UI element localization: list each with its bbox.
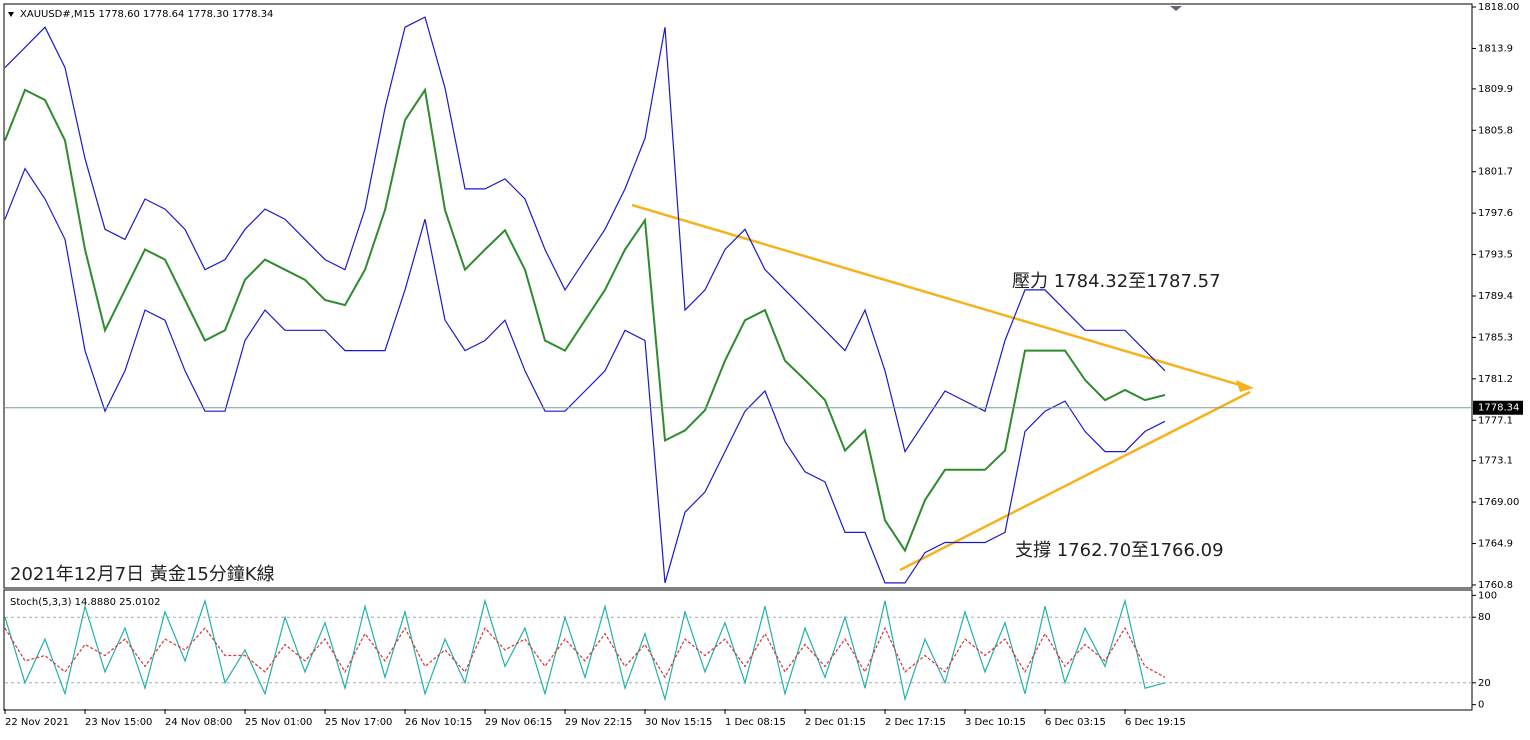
series-line	[4, 167, 1166, 584]
x-tick-label: 3 Dec 10:15	[965, 717, 1026, 728]
x-tick-label: 25 Nov 17:00	[325, 717, 392, 728]
y-tick-label: 1781.2	[1478, 374, 1513, 385]
series-line	[4, 626, 1166, 679]
x-tick-label: 24 Nov 08:00	[165, 717, 232, 728]
x-tick-label: 29 Nov 22:15	[565, 717, 632, 728]
stoch-frame	[3, 589, 1473, 711]
y-tick-label: 1797.6	[1478, 208, 1513, 219]
y-tick-label: 1764.9	[1478, 539, 1513, 550]
y-tick-label: 1793.5	[1478, 250, 1513, 261]
y-tick-label: 1789.4	[1478, 291, 1513, 302]
y-tick-label: 1809.9	[1478, 84, 1513, 95]
support-line	[899, 390, 1251, 572]
y-tick-label: 100	[1478, 590, 1497, 601]
x-tick-label: 29 Nov 06:15	[485, 717, 552, 728]
current-price-label: 1778.34	[1478, 403, 1519, 414]
x-tick-label: 26 Nov 10:15	[405, 717, 472, 728]
series-line	[4, 598, 1166, 702]
y-tick-label: 1785.3	[1478, 332, 1513, 343]
x-tick-label: 6 Dec 19:15	[1125, 717, 1186, 728]
y-tick-label: 1801.7	[1478, 167, 1513, 178]
marker	[1170, 6, 1182, 11]
annotation: 支撐 1762.70至1766.09	[1015, 540, 1224, 561]
annotation: 壓力 1784.32至1787.57	[1012, 271, 1221, 292]
y-tick-label: 1769.00	[1478, 497, 1519, 508]
menu-arrow	[8, 12, 14, 17]
x-tick-label: 22 Nov 2021	[5, 717, 69, 728]
y-tick-label: 0	[1478, 700, 1484, 711]
main-frame	[3, 3, 1473, 589]
y-tick-label: 20	[1478, 678, 1491, 689]
resistance-line	[631, 203, 1251, 390]
x-tick-label: 25 Nov 01:00	[245, 717, 312, 728]
x-tick-label: 30 Nov 15:15	[645, 717, 712, 728]
y-tick-label: 1777.1	[1478, 415, 1513, 426]
arrow-head	[1236, 380, 1254, 392]
y-tick-label: 80	[1478, 612, 1491, 623]
y-tick-label: 1805.8	[1478, 125, 1513, 136]
x-tick-label: 1 Dec 08:15	[725, 717, 786, 728]
stoch-title: Stoch(5,3,3) 14.8880 25.0102	[10, 597, 161, 608]
y-tick-label: 1813.9	[1478, 43, 1513, 54]
x-tick-label: 6 Dec 03:15	[1045, 717, 1106, 728]
x-tick-label: 2 Dec 01:15	[805, 717, 866, 728]
x-tick-label: 2 Dec 17:15	[885, 717, 946, 728]
x-tick-label: 23 Nov 15:00	[85, 717, 152, 728]
y-tick-label: 1773.1	[1478, 456, 1513, 467]
chart-title: XAUUSD#,M15 1778.60 1778.64 1778.30 1778…	[20, 9, 273, 20]
series-line	[4, 16, 1166, 454]
series-line	[4, 87, 1166, 553]
y-tick-label: 1760.8	[1478, 580, 1513, 591]
price-box	[1473, 400, 1523, 415]
annotation: 2021年12月7日 黃金15分鐘K線	[10, 564, 275, 585]
y-tick-label: 1818.00	[1478, 2, 1519, 13]
